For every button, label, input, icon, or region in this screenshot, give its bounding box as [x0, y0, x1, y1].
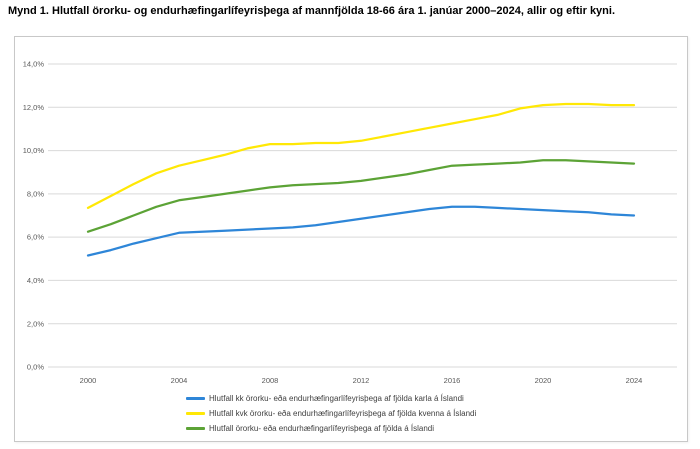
- legend: Hlutfall kk örorku- eða endurhæfingarlíf…: [186, 391, 476, 436]
- chart-area: 0,0% 2,0% 4,0% 6,0% 8,0% 10,0% 12,0% 14,0% 2000 2…: [14, 36, 688, 442]
- legend-item-kvk: Hlutfall kvk örorku- eða endurhæfingarlí…: [186, 406, 476, 421]
- series-line-kk: [86, 205, 636, 257]
- y-tick-label: 12,0%: [23, 103, 45, 112]
- chart-title: Mynd 1. Hlutfall örorku- og endurhæfinga…: [8, 5, 616, 17]
- series-line-kvk: [86, 102, 636, 210]
- x-tick-label: 2016: [444, 376, 461, 385]
- y-tick-label: 2,0%: [27, 319, 44, 328]
- legend-label-kk: Hlutfall kk örorku- eða endurhæfingarlíf…: [209, 394, 464, 403]
- legend-item-allir: Hlutfall örorku- eða endurhæfingarlífeyr…: [186, 421, 476, 436]
- x-tick-label: 2020: [535, 376, 552, 385]
- x-tick-label: 2004: [171, 376, 188, 385]
- series-line-allir: [86, 159, 636, 233]
- y-tick-label: 8,0%: [27, 189, 44, 198]
- legend-label-kvk: Hlutfall kvk örorku- eða endurhæfingarlí…: [209, 409, 477, 418]
- legend-swatch-kvk: [186, 412, 205, 415]
- x-tick-label: 2008: [262, 376, 279, 385]
- legend-swatch-kk: [186, 397, 205, 400]
- legend-swatch-allir: [186, 427, 205, 430]
- y-tick-label: 14,0%: [23, 60, 45, 69]
- x-tick-label: 2000: [80, 376, 97, 385]
- y-tick-label: 6,0%: [27, 233, 44, 242]
- y-tick-label: 4,0%: [27, 276, 44, 285]
- legend-label-allir: Hlutfall örorku- eða endurhæfingarlífeyr…: [209, 424, 435, 433]
- legend-item-kk: Hlutfall kk örorku- eða endurhæfingarlíf…: [186, 391, 476, 406]
- y-tick-label: 0,0%: [27, 363, 44, 372]
- x-tick-label: 2012: [353, 376, 370, 385]
- line-chart-svg: 0,0% 2,0% 4,0% 6,0% 8,0% 10,0% 12,0% 14,0% 2000 2…: [23, 60, 677, 385]
- y-tick-label: 10,0%: [23, 146, 45, 155]
- x-tick-label: 2024: [626, 376, 643, 385]
